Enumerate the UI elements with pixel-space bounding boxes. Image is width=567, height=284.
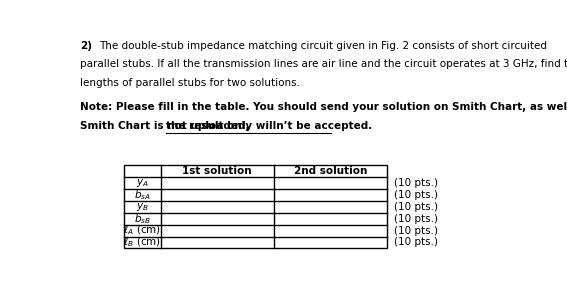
Text: 2nd solution: 2nd solution xyxy=(294,166,367,176)
Text: (10 pts.): (10 pts.) xyxy=(394,214,438,224)
Text: parallel stubs. If all the transmission lines are air line and the circuit opera: parallel stubs. If all the transmission … xyxy=(79,59,567,69)
Text: 1st solution: 1st solution xyxy=(183,166,252,176)
Text: The double-stub impedance matching circuit given in Fig. 2 consists of short cir: The double-stub impedance matching circu… xyxy=(99,41,547,51)
Text: $y_B$: $y_B$ xyxy=(136,201,149,213)
Text: (10 pts.): (10 pts.) xyxy=(394,178,438,188)
Text: (10 pts.): (10 pts.) xyxy=(394,225,438,236)
Text: the result only willn’t be accepted.: the result only willn’t be accepted. xyxy=(166,121,372,131)
Text: $\ell_A$ (cm): $\ell_A$ (cm) xyxy=(123,224,161,237)
Text: lengths of parallel stubs for two solutions.: lengths of parallel stubs for two soluti… xyxy=(79,78,300,88)
Text: Smith Chart is not uploaded,: Smith Chart is not uploaded, xyxy=(79,121,253,131)
Text: (10 pts.): (10 pts.) xyxy=(394,190,438,200)
Text: 2): 2) xyxy=(79,41,92,51)
Text: $y_A$: $y_A$ xyxy=(136,177,149,189)
Bar xyxy=(124,165,387,248)
Text: $b_{sA}$: $b_{sA}$ xyxy=(134,188,150,202)
Text: (10 pts.): (10 pts.) xyxy=(394,202,438,212)
Text: (10 pts.): (10 pts.) xyxy=(394,237,438,247)
Text: $\ell_B$ (cm): $\ell_B$ (cm) xyxy=(123,236,161,249)
Text: Note: Please fill in the table. You should send your solution on Smith Chart, as: Note: Please fill in the table. You shou… xyxy=(79,102,567,112)
Text: $b_{sB}$: $b_{sB}$ xyxy=(134,212,150,225)
